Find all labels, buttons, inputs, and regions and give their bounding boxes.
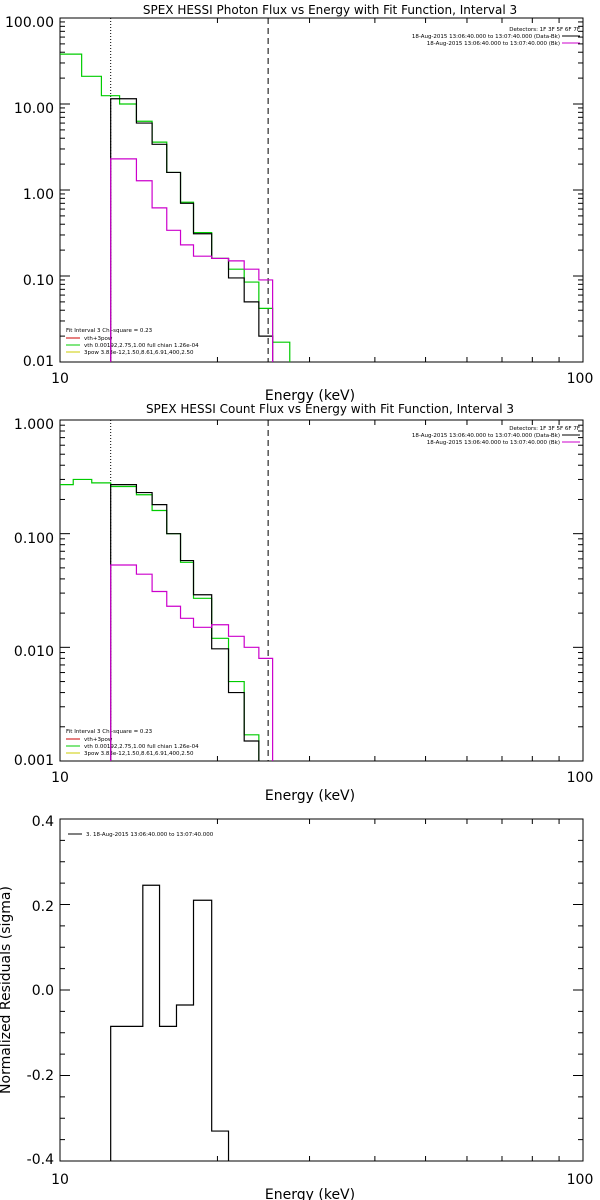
photon-legend-entry: vth+3pow xyxy=(84,336,113,342)
chart-marks xyxy=(59,17,584,1162)
count-chart-title: SPEX HESSI Count Flux vs Energy with Fit… xyxy=(146,402,514,416)
residuals-ytick-label: -0.4 xyxy=(27,1152,54,1168)
photon-legend-entry: vth 0.00192,2.75,1.00 full chian 1.26e-0… xyxy=(84,343,199,349)
photon-series-magenta xyxy=(110,158,274,362)
count-legend-entry: 3pow 3.83e-12,1.50,8.61,6.91,400,2.50 xyxy=(84,751,194,757)
photon-xtick-label: 100 xyxy=(567,371,594,387)
count-legend-entry: vth+3pow xyxy=(84,737,113,743)
count-ytick-label: 1.000 xyxy=(14,417,54,433)
photon-flux-panel: SPEX HESSI Photon Flux vs Energy with Fi… xyxy=(5,3,593,404)
residuals-x-axis-label: Energy (keV) xyxy=(265,1187,355,1200)
count-plot-frame xyxy=(59,419,584,762)
photon-ytick-label: 0.10 xyxy=(23,273,54,289)
count-ytick-label: 0.001 xyxy=(14,753,54,769)
photon-ytick-label: 1.00 xyxy=(23,187,54,203)
photon-interval-text: 18-Aug-2015 13:06:40.000 to 13:07:40.000… xyxy=(427,41,560,47)
count-series-black xyxy=(110,484,274,761)
count-interval-text: 18-Aug-2015 13:06:40.000 to 13:07:40.000… xyxy=(412,433,560,439)
photon-chart-title: SPEX HESSI Photon Flux vs Energy with Fi… xyxy=(143,3,517,17)
residuals-xtick-label: 10 xyxy=(51,1172,69,1188)
residuals-ytick-label: 0.2 xyxy=(32,899,54,915)
count-fit-header: Fit Interval 3 Chi-square = 0.23 xyxy=(66,729,153,735)
photon-x-axis-label: Energy (keV) xyxy=(265,388,355,404)
photon-xtick-label: 10 xyxy=(51,371,69,387)
photon-ytick-label: 10.00 xyxy=(14,101,54,117)
count-flux-panel: SPEX HESSI Count Flux vs Energy with Fit… xyxy=(14,402,593,804)
count-x-axis-label: Energy (keV) xyxy=(265,788,355,804)
count-ytick-label: 0.100 xyxy=(14,531,54,547)
count-xtick-label: 10 xyxy=(51,770,69,786)
residuals-ytick-label: 0.4 xyxy=(32,814,54,830)
residuals-xtick-label: 100 xyxy=(567,1172,594,1188)
residuals-ytick-label: -0.2 xyxy=(27,1068,54,1084)
count-ytick-label: 0.010 xyxy=(14,644,54,660)
count-series-magenta xyxy=(110,564,274,761)
residuals-legend-entry: 3. 18-Aug-2015 13:06:40.000 to 13:07:40.… xyxy=(86,832,214,838)
photon-detectors-text: Detectors: 1F 3F 5F 6F 7F xyxy=(509,27,580,33)
photon-ytick-label: 100.00 xyxy=(5,15,54,31)
count-legend-entry: vth 0.00192,2.75,1.00 full chian 1.26e-0… xyxy=(84,744,199,750)
residuals-ytick-label: 0.0 xyxy=(32,983,54,999)
residuals-y-axis-label: Normalized Residuals (sigma) xyxy=(0,886,14,1094)
count-interval-text: 18-Aug-2015 13:06:40.000 to 13:07:40.000… xyxy=(427,440,560,446)
residuals-series-black xyxy=(110,884,230,1161)
count-detectors-text: Detectors: 1F 3F 5F 6F 7F xyxy=(509,426,580,432)
count-xtick-label: 100 xyxy=(567,770,594,786)
photon-legend-entry: 3pow 3.83e-12,1.50,8.61,6.91,400,2.50 xyxy=(84,350,194,356)
photon-ytick-label: 0.01 xyxy=(23,354,54,370)
photon-series-black xyxy=(110,98,274,362)
photon-interval-text: 18-Aug-2015 13:06:40.000 to 13:07:40.000… xyxy=(412,34,560,40)
photon-fit-header: Fit Interval 3 Chi-square = 0.23 xyxy=(66,328,153,334)
